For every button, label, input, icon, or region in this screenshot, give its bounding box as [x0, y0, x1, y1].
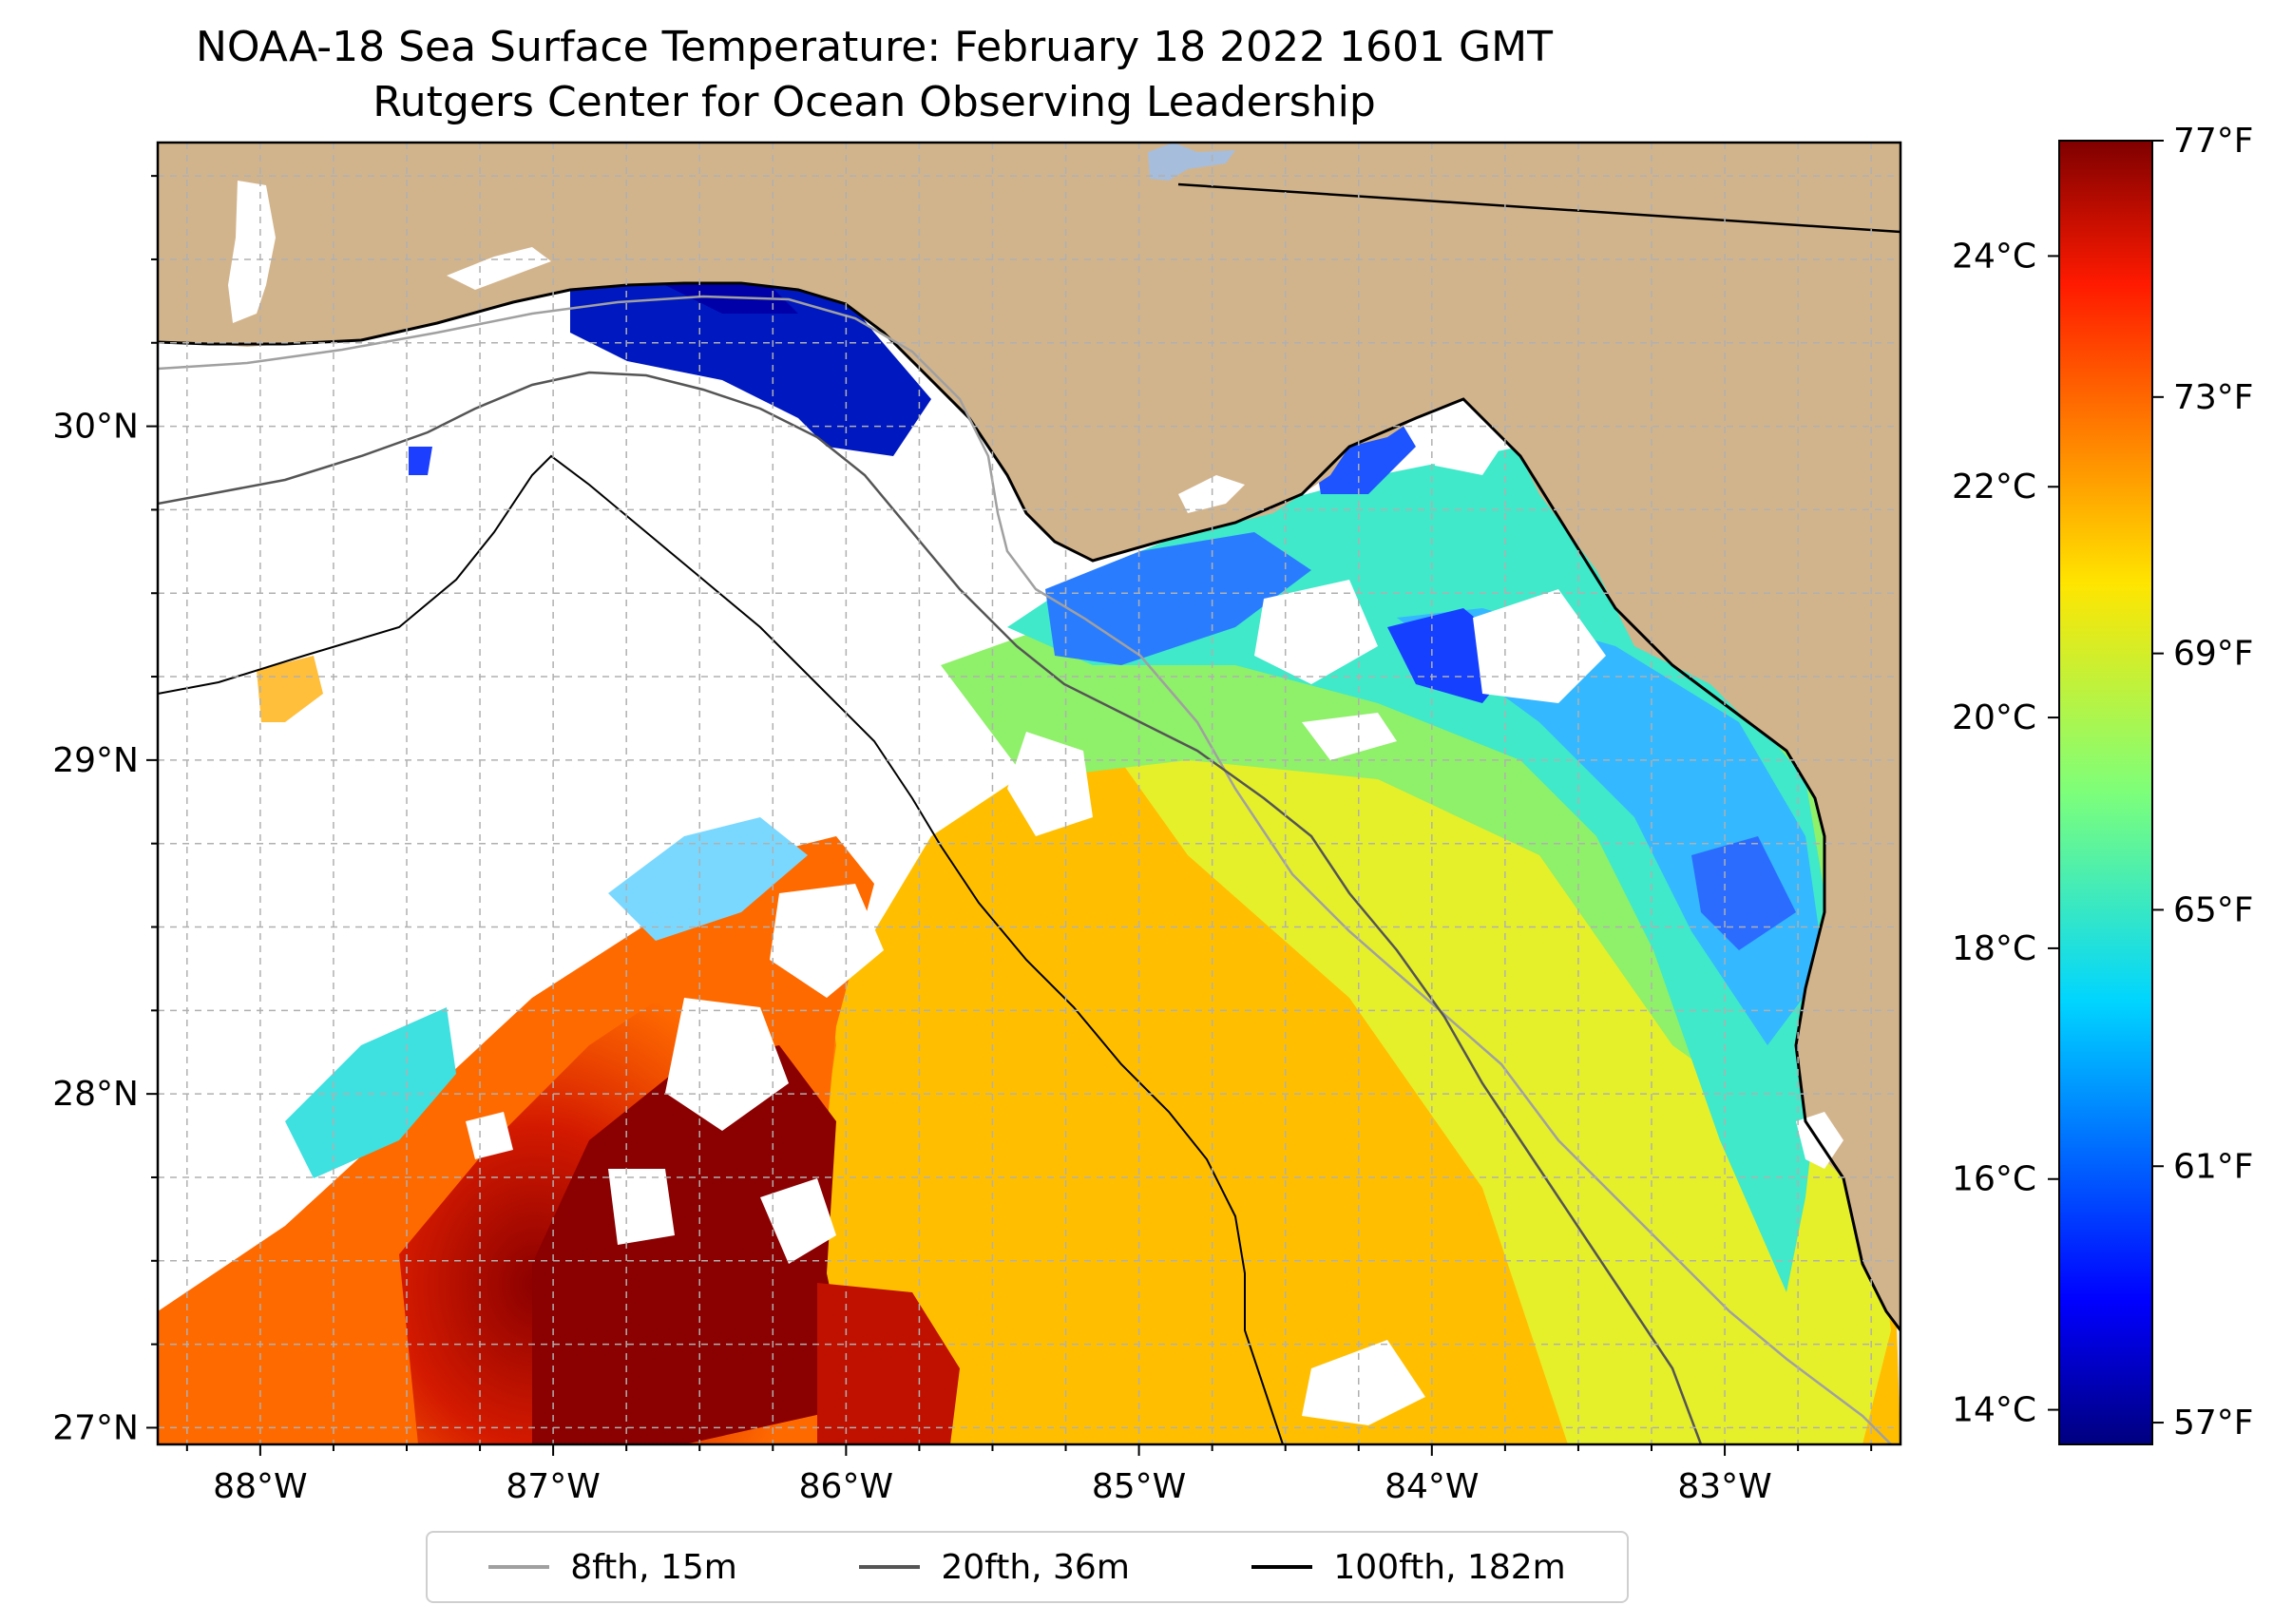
contour-legend: 8fth, 15m 20fth, 36m 100fth, 182m	[426, 1531, 1629, 1603]
colorbar	[2058, 140, 2153, 1445]
longitude-axis: 88°W 87°W 86°W 85°W 84°W 83°W	[185, 1444, 1873, 1506]
coastline	[158, 281, 1900, 1331]
celsius-tick-label: 18°C	[1952, 929, 2036, 968]
map-subtitle: Rutgers Center for Ocean Observing Leade…	[372, 78, 1376, 126]
fahrenheit-tick-label: 65°F	[2173, 890, 2254, 929]
celsius-tick-label: 24°C	[1952, 237, 2036, 276]
fahrenheit-tick-label: 69°F	[2173, 635, 2254, 674]
legend-swatch	[488, 1565, 550, 1569]
map-area	[158, 143, 1900, 1444]
legend-label: 8fth, 15m	[570, 1547, 737, 1587]
celsius-tick-label: 22°C	[1952, 468, 2036, 506]
map-gridlines	[158, 143, 1900, 1444]
lon-tick-label: 84°W	[1385, 1467, 1479, 1506]
state-border	[1177, 182, 1900, 234]
legend-swatch	[1251, 1565, 1313, 1569]
legend-item-100fth: 100fth, 182m	[1251, 1547, 1566, 1587]
contour-8fth	[158, 295, 1892, 1444]
fahrenheit-tick-label: 77°F	[2173, 122, 2254, 161]
contour-100fth	[158, 454, 1284, 1444]
fahrenheit-tick-label: 61°F	[2173, 1147, 2254, 1186]
map-title: NOAA-18 Sea Surface Temperature: Februar…	[196, 23, 1553, 71]
celsius-tick-label: 20°C	[1952, 698, 2036, 737]
map-frame	[156, 141, 1902, 1446]
lat-tick-label: 30°N	[52, 408, 139, 447]
legend-label: 100fth, 182m	[1333, 1547, 1566, 1587]
lat-tick-label: 27°N	[52, 1408, 139, 1447]
sst-field	[158, 276, 1900, 1444]
lat-tick-label: 29°N	[52, 741, 139, 780]
celsius-tick-label: 16°C	[1952, 1160, 2036, 1199]
legend-label: 20fth, 36m	[941, 1547, 1130, 1587]
colorbar-fahrenheit-axis: 77°F 73°F 69°F 65°F 61°F 57°F	[2152, 122, 2254, 1442]
lon-tick-label: 83°W	[1677, 1467, 1771, 1506]
latitude-axis: 30°N 29°N 28°N 27°N	[52, 175, 158, 1447]
legend-swatch	[859, 1565, 921, 1569]
lat-tick-label: 28°N	[52, 1075, 139, 1114]
lon-tick-label: 88°W	[213, 1467, 307, 1506]
lon-tick-label: 85°W	[1092, 1467, 1186, 1506]
land	[158, 143, 1900, 1330]
legend-item-8fth: 8fth, 15m	[488, 1548, 737, 1587]
fahrenheit-tick-label: 57°F	[2173, 1404, 2254, 1442]
lon-tick-label: 87°W	[506, 1467, 600, 1506]
celsius-tick-label: 14°C	[1952, 1391, 2036, 1430]
legend-item-20fth: 20fth, 36m	[859, 1548, 1130, 1587]
colorbar-celsius-axis: 24°C 22°C 20°C 18°C 16°C 14°C	[1952, 237, 2059, 1430]
contour-20fth	[158, 371, 1703, 1444]
lon-tick-label: 86°W	[799, 1467, 893, 1506]
fahrenheit-tick-label: 73°F	[2173, 378, 2254, 417]
